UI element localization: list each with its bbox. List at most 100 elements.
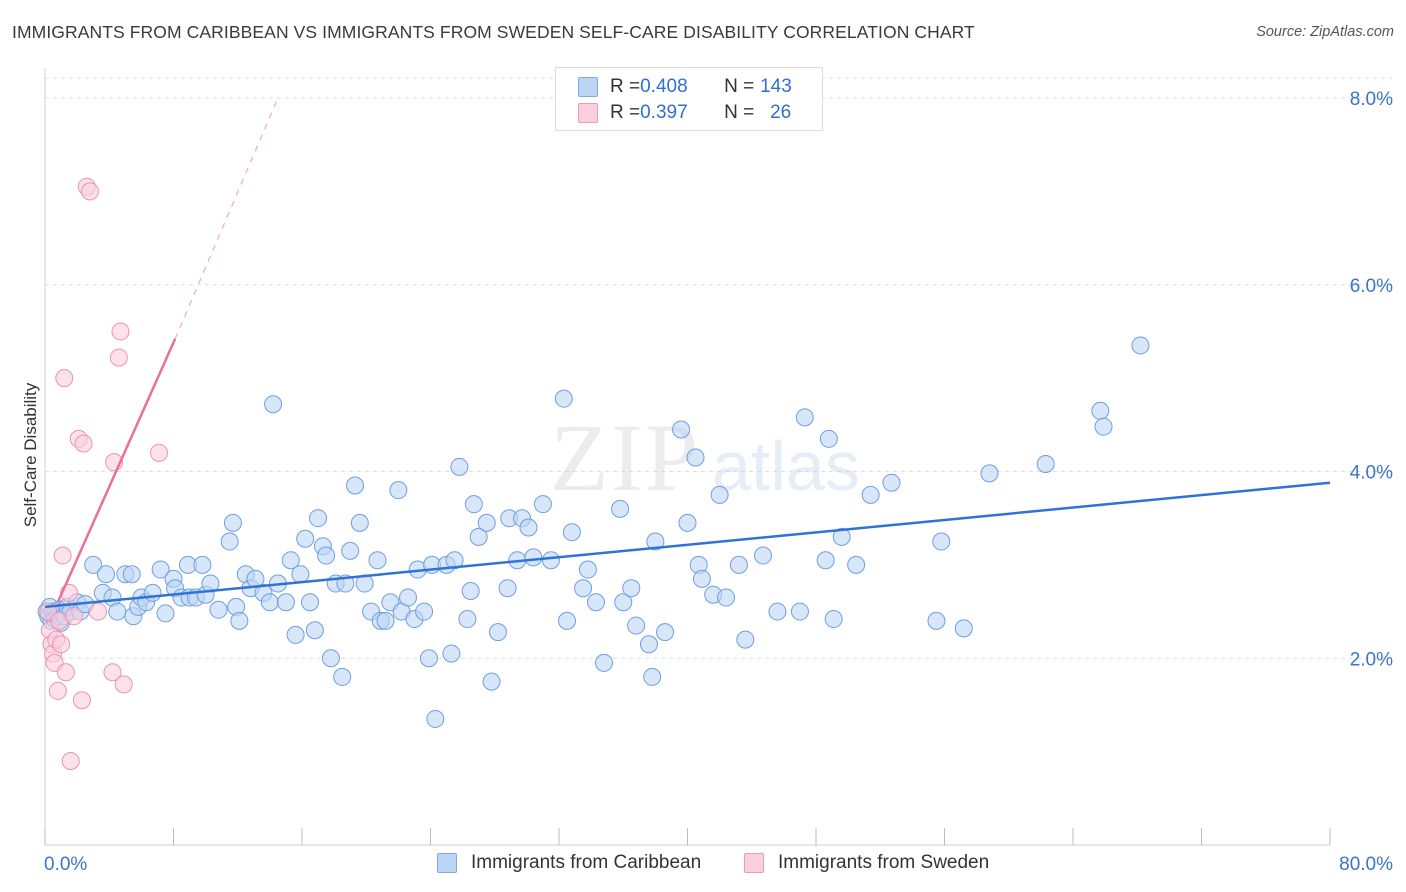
- data-point-sweden: [56, 663, 75, 682]
- watermark-zip: ZIP: [550, 404, 700, 511]
- bottom-legend-label: Immigrants from Sweden: [778, 852, 990, 873]
- data-point-caribbean: [458, 610, 477, 629]
- data-point-caribbean: [264, 395, 283, 414]
- trend-line-caribbean: [44, 481, 1331, 609]
- data-point-caribbean: [753, 546, 772, 565]
- data-point-caribbean: [622, 579, 641, 598]
- data-point-caribbean: [558, 611, 577, 630]
- data-point-sweden: [74, 434, 93, 453]
- data-point-caribbean: [419, 649, 438, 668]
- data-point-caribbean: [291, 565, 310, 584]
- y-tick-label: 4.0%: [1350, 463, 1393, 484]
- legend-r-label: R =: [610, 76, 641, 97]
- data-point-caribbean: [541, 551, 560, 570]
- legend-n-value: 26: [770, 102, 792, 123]
- data-point-caribbean: [143, 583, 162, 602]
- data-point-caribbean: [426, 709, 445, 728]
- legend-n-label: N =: [724, 76, 755, 97]
- legend-r-label: R =: [610, 102, 641, 123]
- data-point-caribbean: [223, 513, 242, 532]
- legend-swatch-blue: [578, 77, 598, 97]
- data-point-caribbean: [646, 532, 665, 551]
- data-point-caribbean: [927, 611, 946, 630]
- data-point-sweden: [80, 182, 99, 201]
- data-point-sweden: [150, 443, 169, 462]
- data-point-caribbean: [442, 644, 461, 663]
- data-point-caribbean: [656, 623, 675, 642]
- data-point-caribbean: [729, 555, 748, 574]
- legend-row-sweden: R = 0.397 N = 26: [578, 101, 791, 125]
- data-point-caribbean: [450, 457, 469, 476]
- data-point-caribbean: [643, 667, 662, 686]
- data-point-caribbean: [193, 555, 212, 574]
- bottom-legend-sweden: Immigrants from Sweden: [744, 852, 989, 874]
- data-point-sweden: [109, 348, 128, 367]
- data-point-caribbean: [533, 495, 552, 514]
- bottom-legend-caribbean: Immigrants from Caribbean: [437, 852, 701, 874]
- trend-line-sweden: [56, 338, 177, 603]
- data-point-caribbean: [445, 551, 464, 570]
- y-tick-label: 8.0%: [1350, 89, 1393, 110]
- chart-title: IMMIGRANTS FROM CARIBBEAN VS IMMIGRANTS …: [12, 22, 975, 42]
- legend-swatch-pink: [578, 103, 598, 123]
- x-tick-label: 0.0%: [44, 854, 87, 875]
- legend-n-value: 143: [760, 76, 792, 97]
- data-point-caribbean: [861, 485, 880, 504]
- data-point-caribbean: [847, 555, 866, 574]
- data-point-sweden: [53, 546, 72, 565]
- data-point-caribbean: [1131, 336, 1150, 355]
- data-point-caribbean: [108, 602, 127, 621]
- data-point-caribbean: [346, 476, 365, 495]
- data-point-caribbean: [376, 611, 395, 630]
- legend-r-value: 0.408: [640, 76, 688, 97]
- data-point-caribbean: [309, 509, 328, 528]
- data-point-caribbean: [816, 551, 835, 570]
- data-point-sweden: [52, 635, 71, 654]
- data-point-caribbean: [882, 473, 901, 492]
- y-tick-label: 6.0%: [1350, 276, 1393, 297]
- data-point-caribbean: [819, 429, 838, 448]
- data-point-caribbean: [832, 527, 851, 546]
- data-point-caribbean: [710, 485, 729, 504]
- data-point-caribbean: [795, 408, 814, 427]
- series-sweden-points: [39, 177, 169, 770]
- data-point-caribbean: [209, 600, 228, 619]
- data-point-caribbean: [678, 513, 697, 532]
- data-point-caribbean: [488, 623, 507, 642]
- data-point-caribbean: [469, 527, 488, 546]
- data-point-sweden: [64, 607, 83, 626]
- data-point-caribbean: [415, 602, 434, 621]
- data-point-caribbean: [317, 546, 336, 565]
- data-point-caribbean: [368, 551, 387, 570]
- data-point-sweden: [103, 663, 122, 682]
- trend-lines: [44, 97, 1331, 609]
- data-point-sweden: [55, 369, 74, 388]
- legend-n-label: N =: [724, 102, 755, 123]
- y-axis-label: Self-Care Disability: [21, 382, 40, 527]
- bottom-legend-swatch-pink: [744, 853, 764, 873]
- bottom-legend-label: Immigrants from Caribbean: [471, 852, 702, 873]
- data-point-caribbean: [230, 611, 249, 630]
- data-point-caribbean: [524, 548, 543, 567]
- data-point-caribbean: [824, 610, 843, 629]
- data-point-caribbean: [594, 653, 613, 672]
- data-point-caribbean: [686, 448, 705, 467]
- data-point-caribbean: [672, 420, 691, 439]
- axis-ticks: 2.0% 4.0% 6.0% 8.0% 0.0% 80.0%: [44, 89, 1393, 875]
- stats-legend: R = 0.408 N = 143 R = 0.397 N = 26: [555, 67, 823, 131]
- data-point-caribbean: [461, 582, 480, 601]
- data-point-caribbean: [286, 625, 305, 644]
- data-point-caribbean: [1091, 401, 1110, 420]
- data-point-caribbean: [611, 499, 630, 518]
- data-point-caribbean: [151, 560, 170, 579]
- data-point-caribbean: [156, 604, 175, 623]
- data-point-sweden: [61, 751, 80, 770]
- data-point-caribbean: [790, 602, 809, 621]
- data-point-sweden: [89, 602, 108, 621]
- data-point-caribbean: [586, 593, 605, 612]
- data-point-caribbean: [980, 464, 999, 483]
- data-point-sweden: [72, 691, 91, 710]
- data-point-caribbean: [220, 532, 239, 551]
- x-tick-label: 80.0%: [1339, 854, 1393, 875]
